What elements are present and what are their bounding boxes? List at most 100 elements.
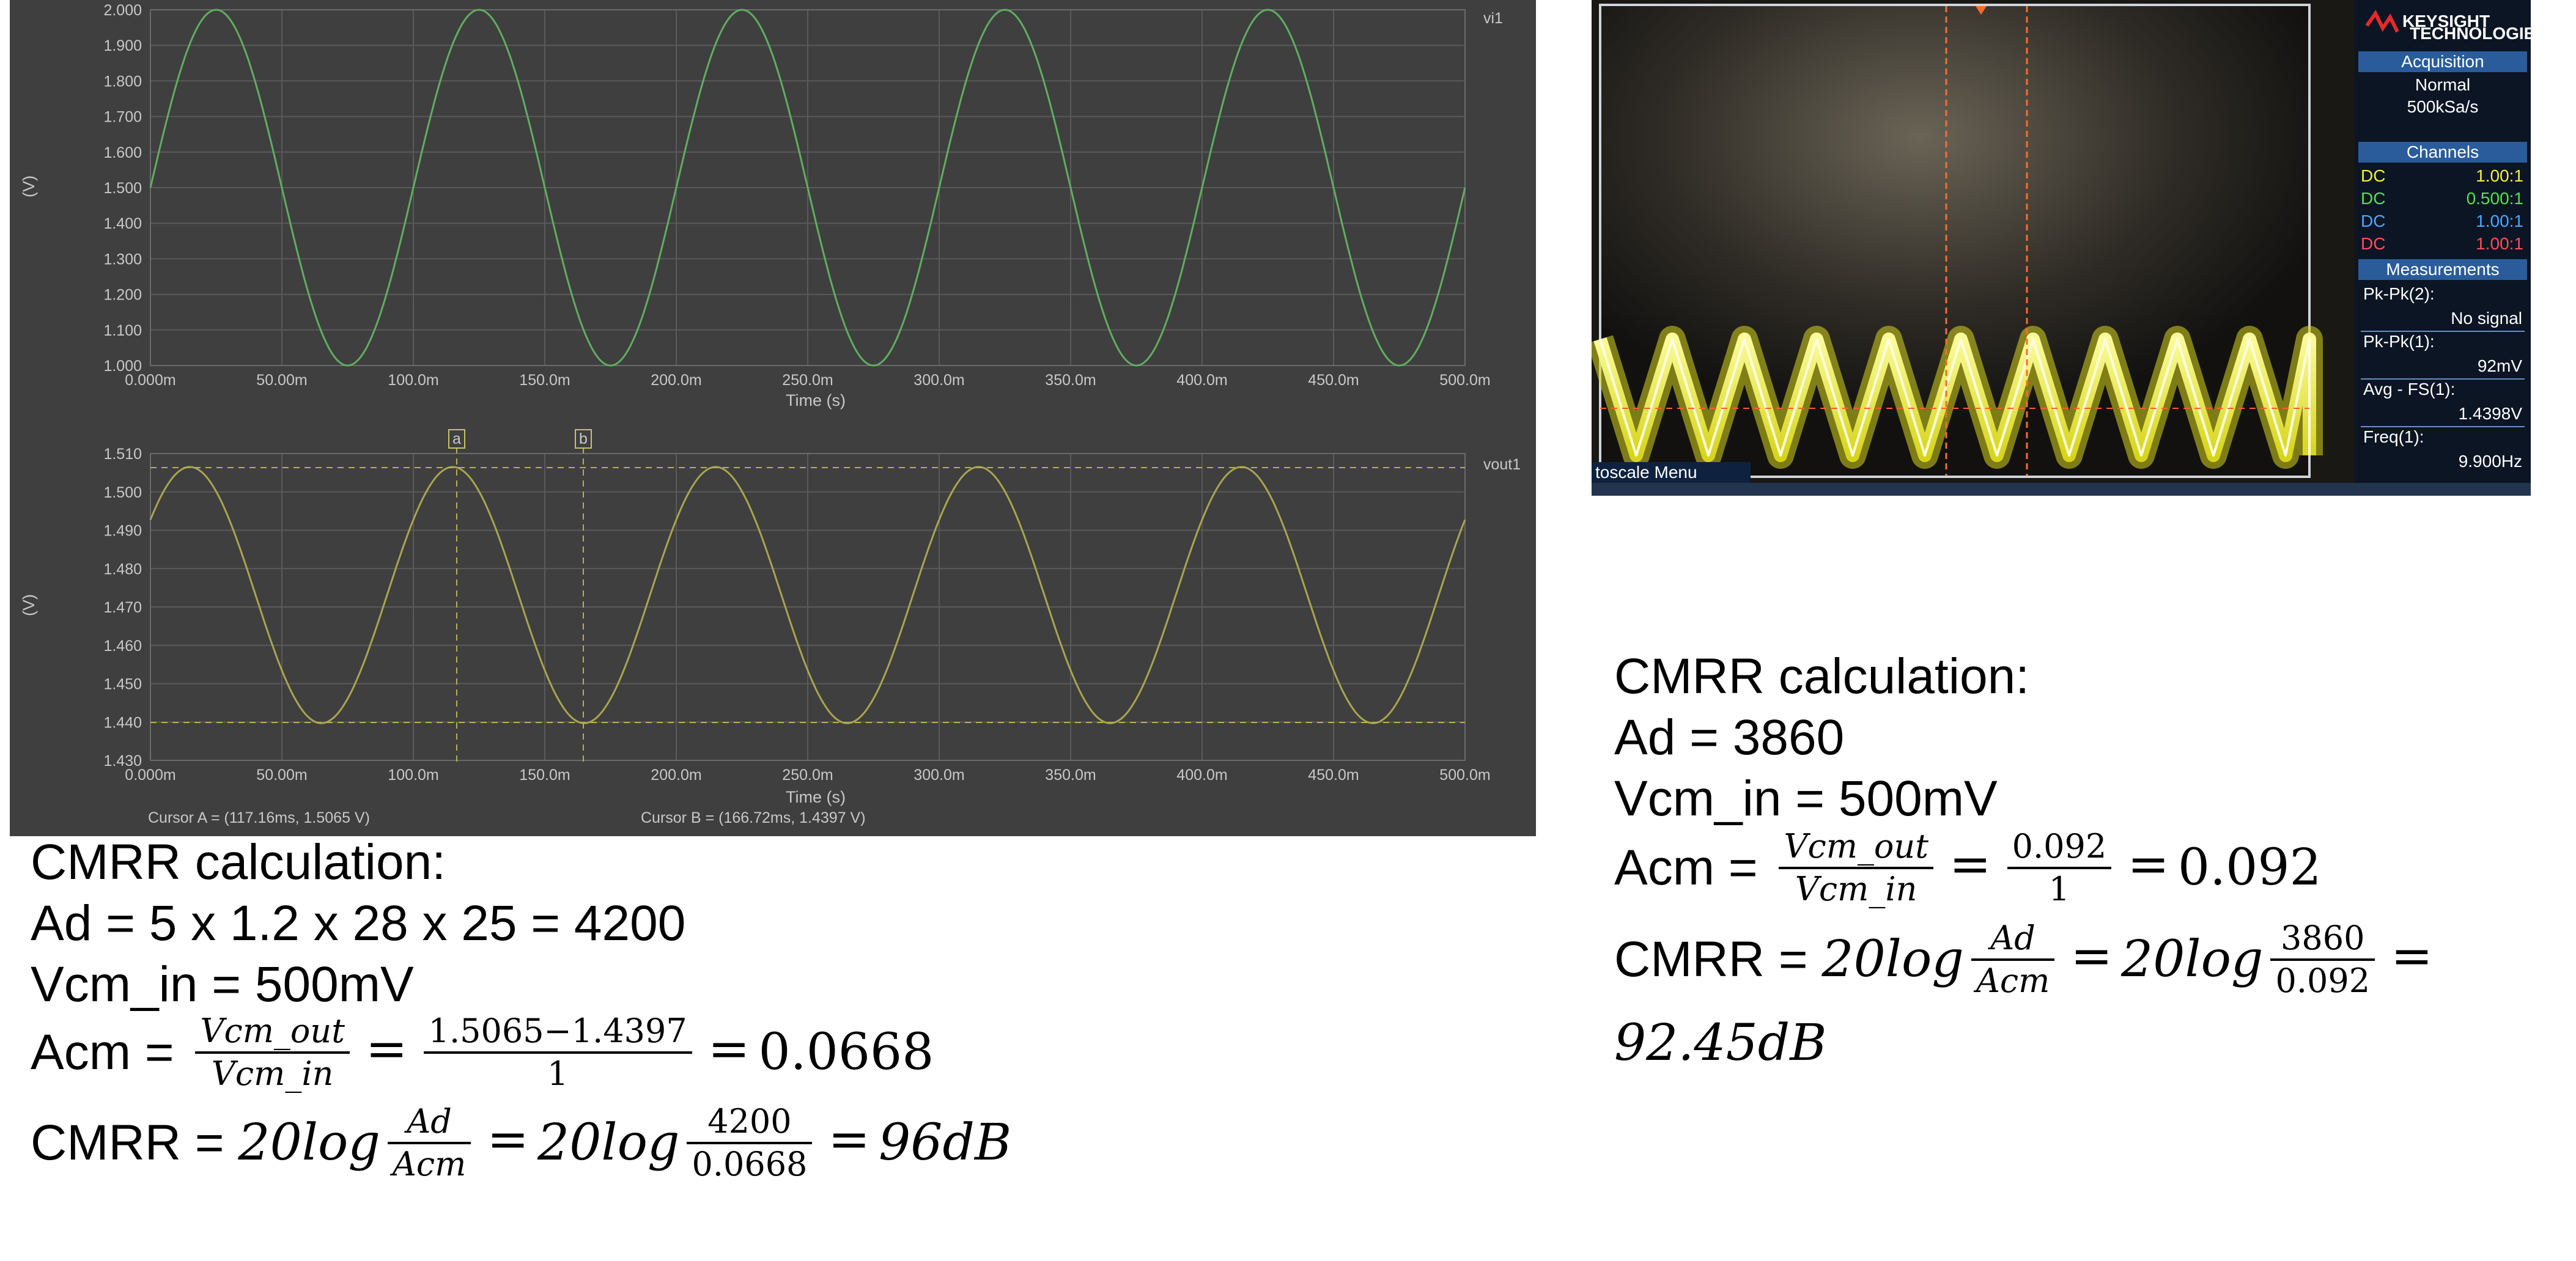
- fraction-denominator: Acm: [1976, 961, 2050, 1000]
- y-tick-label: 1.900: [103, 37, 142, 54]
- equals-sign: =: [1949, 835, 1991, 894]
- x-tick-label: 450.0m: [1308, 372, 1359, 389]
- measurement-1-label: Pk-Pk(2):: [2363, 284, 2435, 303]
- x-tick-label: 450.0m: [1308, 767, 1359, 784]
- bottom-plot-y-ticks: 1.510 1.500 1.490 1.480 1.470 1.460 1.450 1.440…: [103, 446, 142, 770]
- y-tick-label: 1.440: [103, 714, 142, 731]
- right-calc-cmrr-result-line: 92.45dB: [1614, 1018, 1827, 1068]
- acquisition-header[interactable]: [2358, 51, 2527, 72]
- x-tick-label: 300.0m: [913, 767, 964, 784]
- channel-1-coupling: DC: [2361, 166, 2385, 185]
- channels-header[interactable]: [2358, 142, 2527, 163]
- channel-row-1[interactable]: DC 1.00:1: [2361, 166, 2523, 185]
- measurement-pkpk-2[interactable]: Pk-Pk(2): No signal: [2361, 284, 2525, 332]
- y-tick-label: 1.450: [103, 676, 142, 693]
- acm-prefix: Acm =: [31, 1024, 188, 1080]
- measurements-title: Measurements: [2386, 260, 2499, 279]
- top-plot-x-ticks: 0.000m 50.00m 100.0m 150.0m 200.0m 250.0m 300.…: [125, 372, 1490, 389]
- measurement-2-label: Pk-Pk(1):: [2363, 332, 2435, 351]
- scope-trigger-marker-icon: [1976, 6, 1987, 15]
- log-term: 20log: [2121, 930, 2264, 988]
- channel-4-ratio: 1.00:1: [2476, 234, 2523, 253]
- equals-sign: =: [487, 1110, 530, 1169]
- acm-result: 0.0668: [758, 1023, 934, 1081]
- acm-prefix: Acm =: [1614, 840, 1772, 895]
- measurement-avg-fs-1[interactable]: Avg - FS(1): 1.4398V: [2361, 380, 2525, 427]
- measurement-1-value: No signal: [2451, 309, 2522, 328]
- scope-brand-sub: TECHNOLOGIES: [2410, 24, 2531, 43]
- x-tick-label: 250.0m: [782, 372, 833, 389]
- x-tick-label: 150.0m: [519, 372, 570, 389]
- fraction-numerator: Vcm_out: [195, 1015, 350, 1054]
- equals-sign: =: [2070, 927, 2113, 985]
- cursor-a-handle[interactable]: [448, 429, 465, 449]
- cmrr-result: 92.45dB: [1614, 1014, 1827, 1072]
- measurement-pkpk-1[interactable]: Pk-Pk(1): 92mV: [2361, 332, 2525, 380]
- fraction-numerator: 1.5065−1.4397: [423, 1015, 692, 1054]
- bottom-plot-grid: [150, 453, 1466, 761]
- y-tick-label: 2.000: [103, 2, 142, 19]
- x-tick-label: 200.0m: [651, 372, 701, 389]
- channel-2-ratio: 0.500:1: [2467, 189, 2523, 208]
- y-tick-label: 1.200: [103, 287, 142, 304]
- y-tick-label: 1.480: [103, 561, 142, 578]
- top-plot-y-ticks: 2.000 1.900 1.800 1.700 1.600 1.500 1.400 1.300…: [103, 2, 142, 375]
- y-tick-label: 1.100: [103, 322, 142, 339]
- log-term: 20log: [1821, 930, 1964, 988]
- vi1-series-label: vi1: [1483, 10, 1503, 27]
- x-tick-label: 350.0m: [1045, 372, 1096, 389]
- x-tick-label: 100.0m: [388, 767, 438, 784]
- left-calc-acm-equation: Acm = Vcm_out Vcm_in = 1.5065−1.4397 1 = 0.066…: [31, 1015, 934, 1090]
- y-tick-label: 1.490: [103, 523, 142, 540]
- fraction-denominator: 0.0668: [692, 1145, 808, 1183]
- left-calc-title: CMRR calculation:: [31, 834, 446, 890]
- x-tick-label: 250.0m: [782, 767, 833, 784]
- bottom-y-axis-unit: (V): [20, 594, 38, 616]
- cursor-b-handle[interactable]: [575, 429, 592, 449]
- channel-3-coupling: DC: [2361, 211, 2385, 230]
- channel-1-ratio: 1.00:1: [2476, 166, 2523, 185]
- right-calc-vcm-line: Vcm_in = 500mV: [1614, 771, 1998, 826]
- left-calc-ad-line: Ad = 5 x 1.2 x 28 x 25 = 4200: [31, 895, 686, 951]
- simulation-plots: 2.000 1.900 1.800 1.700 1.600 1.500 1.400 1.300…: [20, 2, 1521, 826]
- scope-menu-label: toscale Menu: [1595, 463, 1697, 482]
- channel-row-2[interactable]: DC 0.500:1: [2361, 189, 2523, 208]
- fraction-denominator: Vcm_in: [1795, 870, 1917, 908]
- y-tick-label: 1.600: [103, 144, 142, 161]
- measurement-freq-1[interactable]: Freq(1): 9.900Hz: [2363, 427, 2522, 471]
- cmrr-result: 96dB: [879, 1114, 1012, 1172]
- oscilloscope-screen: KEYSIGHT TECHNOLOGIES Acquisition Normal…: [1592, 0, 2531, 496]
- x-tick-label: 500.0m: [1439, 372, 1490, 389]
- channel-row-4[interactable]: DC 1.00:1: [2361, 234, 2523, 253]
- y-tick-label: 1.500: [103, 180, 142, 197]
- right-calc-acm-equation: Acm = Vcm_out Vcm_in = 0.092 1 = 0.092: [1614, 830, 2322, 906]
- top-x-axis-label: Time (s): [786, 391, 846, 410]
- y-tick-label: 1.300: [103, 251, 142, 268]
- numeric-fraction: 0.092 1: [2007, 830, 2112, 906]
- scope-channel1-waveform: [1592, 326, 2323, 469]
- measurements-header[interactable]: [2358, 259, 2527, 280]
- y-tick-label: 1.470: [103, 599, 142, 616]
- x-tick-label: 400.0m: [1176, 767, 1227, 784]
- y-tick-label: 1.500: [103, 484, 142, 501]
- top-y-axis-unit: (V): [20, 175, 38, 197]
- equals-sign: =: [2391, 927, 2433, 985]
- y-tick-label: 1.700: [103, 109, 142, 126]
- fraction-numerator: Ad: [387, 1105, 471, 1144]
- y-tick-label: 1.510: [103, 446, 142, 463]
- scope-softkey-menu[interactable]: [1592, 462, 1751, 483]
- measurement-2-value: 92mV: [2478, 356, 2522, 375]
- vcm-ratio-fraction: Vcm_out Vcm_in: [195, 1015, 350, 1090]
- x-tick-label: 0.000m: [125, 372, 175, 389]
- left-calc-vcm-line: Vcm_in = 500mV: [31, 957, 414, 1012]
- x-tick-label: 0.000m: [125, 767, 175, 784]
- fraction-denominator: 1: [547, 1054, 569, 1093]
- acquisition-mode: Normal: [2415, 75, 2470, 94]
- vcm-ratio-fraction: Vcm_out Vcm_in: [1779, 830, 1933, 906]
- x-tick-label: 500.0m: [1439, 767, 1490, 784]
- cmrr-prefix: CMRR =: [31, 1115, 238, 1171]
- channel-row-3[interactable]: DC 1.00:1: [2361, 211, 2523, 230]
- y-tick-label: 1.800: [103, 73, 142, 90]
- y-tick-label: 1.430: [103, 752, 142, 770]
- channel-3-ratio: 1.00:1: [2476, 211, 2523, 230]
